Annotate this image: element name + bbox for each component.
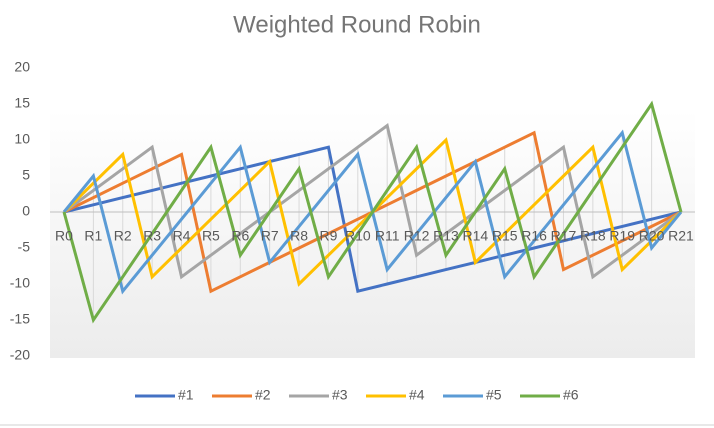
chart-title: Weighted Round Robin [233,11,481,38]
legend-label: #5 [486,387,502,403]
x-tick-label: R17 [551,228,577,244]
x-tick-label: R18 [580,228,606,244]
x-tick-label: R14 [462,228,488,244]
x-tick-label: R9 [319,228,337,244]
y-tick-label: 20 [14,59,30,75]
x-tick-label: R21 [668,228,694,244]
legend-label: #4 [409,387,425,403]
y-tick-label: 15 [14,95,30,111]
x-tick-label: R0 [55,228,73,244]
y-tick-label: 0 [22,203,30,219]
x-tick-label: R12 [404,228,430,244]
x-tick-label: R5 [202,228,220,244]
series-line [63,145,682,294]
y-tick-label: 10 [14,131,30,147]
x-tick-label: R2 [114,228,132,244]
y-tick-label: -5 [18,239,31,255]
x-tick-label: R3 [143,228,161,244]
legend-label: #1 [178,387,194,403]
x-tick-label: R4 [173,228,191,244]
y-tick-label: -15 [10,311,30,327]
x-tick-label: R13 [433,228,459,244]
x-tick-label: R19 [609,228,635,244]
x-tick-label: R16 [521,228,547,244]
legend-label: #6 [563,387,579,403]
x-tick-label: R10 [345,228,371,244]
x-tick-label: R8 [290,228,308,244]
x-tick-label: R20 [639,228,665,244]
legend-label: #2 [255,387,271,403]
series-line [62,100,683,324]
x-tick-label: R6 [231,228,249,244]
legend-label: #3 [332,387,348,403]
x-tick-label: R11 [375,228,400,244]
y-tick-label: -20 [10,347,30,363]
y-tick-label: 5 [22,167,30,183]
x-tick-label: R1 [84,228,102,244]
x-tick-label: R7 [261,228,279,244]
x-tick-label: R15 [492,228,518,244]
y-tick-label: -10 [10,275,30,291]
